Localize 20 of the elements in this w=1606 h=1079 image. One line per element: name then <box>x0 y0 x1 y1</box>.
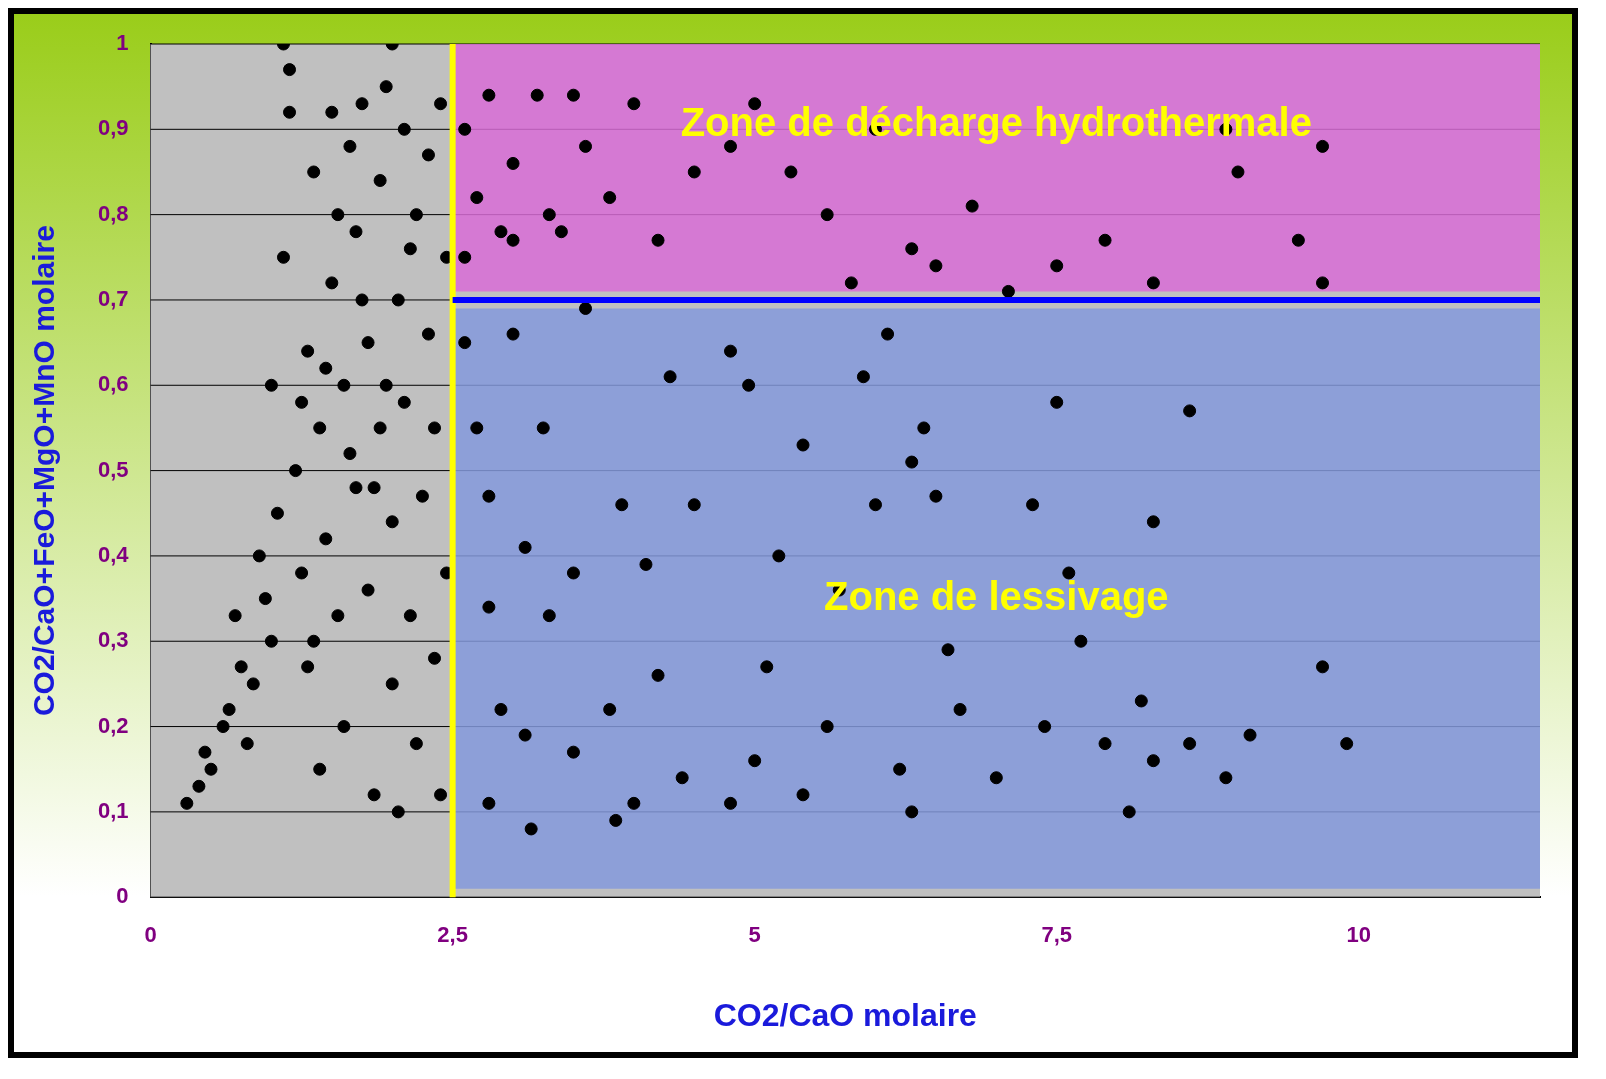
x-tick-label: 0 <box>144 922 157 948</box>
x-tick-label: 7,5 <box>1041 922 1073 948</box>
y-tick-label: 0,2 <box>97 712 129 738</box>
y-tick-label: 0,8 <box>97 200 129 226</box>
y-tick-label: 0,4 <box>97 541 130 567</box>
y-tick-label: 0,6 <box>97 371 129 397</box>
y-tick-label: 1 <box>116 30 129 56</box>
y-axis-title: CO2/CaO+FeO+MgO+MnO molaire <box>27 225 61 717</box>
band-label: Zone de décharge hydrothermale <box>680 100 1312 145</box>
y-tick-label: 0,7 <box>97 286 129 312</box>
x-tick-label: 2,5 <box>437 922 468 948</box>
y-tick-label: 0,1 <box>97 797 129 823</box>
y-tick-label: 0 <box>116 883 129 909</box>
x-tick-label: 5 <box>748 922 761 948</box>
x-tick-label: 10 <box>1346 922 1372 948</box>
band-label: Zone de lessivage <box>824 573 1169 618</box>
x-axis-title: CO2/CaO molaire <box>713 996 977 1033</box>
y-tick-label: 0,5 <box>97 456 129 482</box>
y-tick-label: 0,3 <box>97 627 129 653</box>
y-tick-label: 0,9 <box>97 115 129 141</box>
